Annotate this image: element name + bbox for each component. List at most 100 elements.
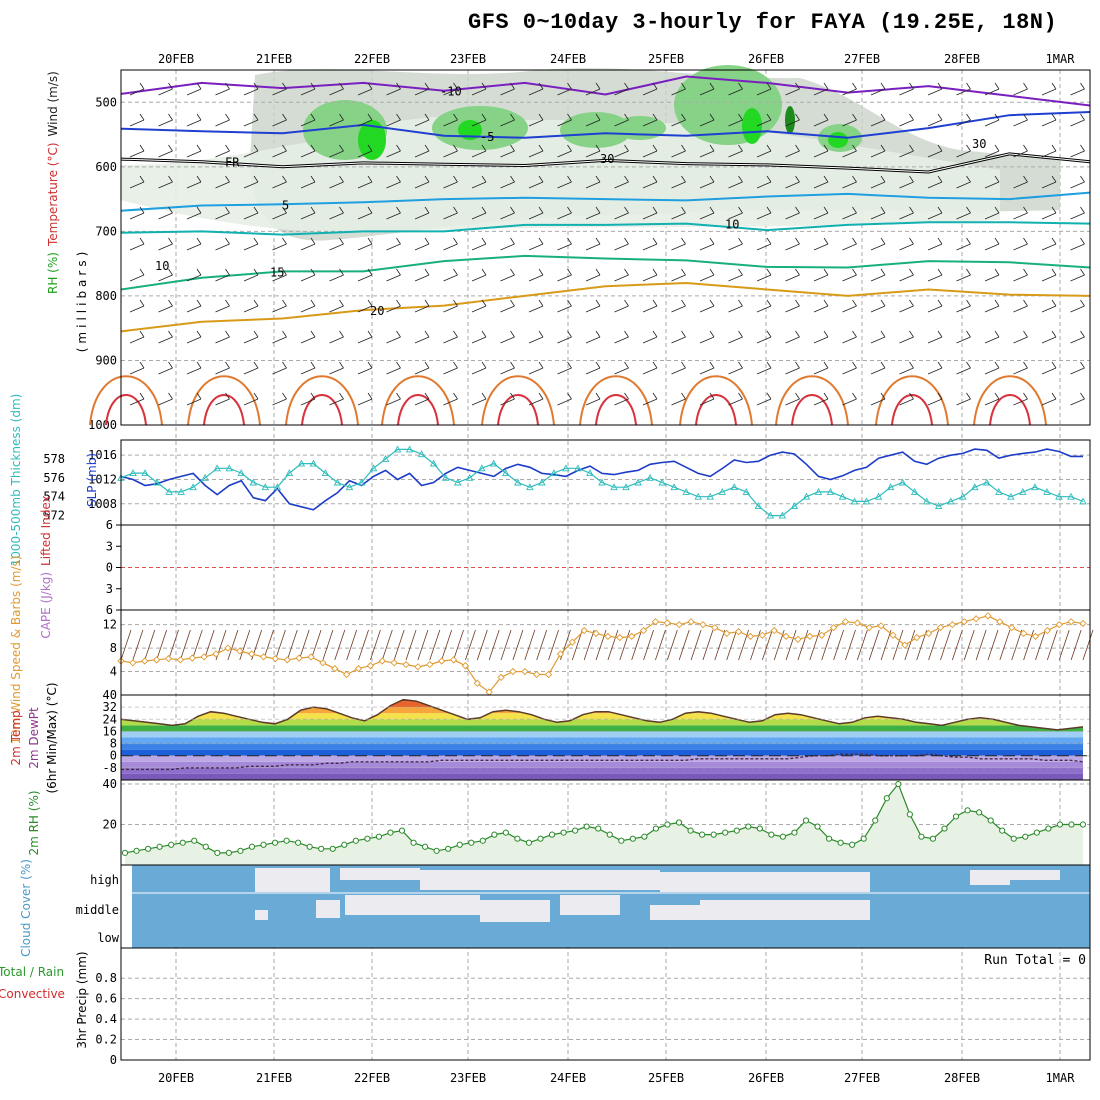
wind-barb [994,144,1000,152]
rh-marker [745,823,752,830]
wind-barb [870,88,886,96]
temp-color-band [121,713,1083,720]
wind-barb [984,367,1000,375]
wind-barb [329,398,344,406]
wind-barb [795,299,800,307]
thickness-marker [670,483,678,491]
wind-barb [766,144,772,152]
isotherm-line [120,153,1091,173]
cloud-clear-sky [700,900,870,920]
wind-barb [481,206,487,214]
wind-barb [1023,206,1028,214]
wind-barb [624,175,629,183]
wind-barb [813,336,829,344]
wind-barb [1051,144,1057,152]
wind-barb [1080,113,1085,121]
wind-barb [510,268,515,276]
wind-barb [614,243,629,251]
wind-barb [652,299,658,307]
rh-marker [375,833,383,840]
rh-tick: 40 [103,777,117,791]
wind-barb [956,181,971,189]
wind10m-barb [286,629,298,661]
wind-barb [225,113,230,121]
wind-barb [158,119,173,127]
wind-barb [243,274,259,282]
precip-convective-label: Convective [0,987,65,1001]
wind-barb [899,398,914,406]
wind-barb [168,175,173,183]
precip-ylabel: 3hr Precip (mm) [75,951,89,1048]
wind-barb [243,398,259,406]
wind-barb [585,88,601,96]
wind-barb [196,392,202,400]
wind10m-barb [999,629,1011,661]
wind-barb [215,88,230,96]
hot-contour [595,394,637,426]
wind-barb [139,144,145,152]
wind-barb [699,367,715,375]
rh-marker [445,845,452,852]
wind10m-marker [568,638,576,646]
wind10m-barb [1046,629,1058,661]
wind-barb [186,274,202,282]
wind-barb [339,113,344,121]
wind-barb [699,243,715,251]
wind-barb [642,181,658,189]
cloud-clear-sky [970,870,1010,885]
wind10m-barb [239,629,251,661]
wind10m-marker [1079,619,1087,628]
wind-barb [585,212,601,220]
isotherm-label: -5 [480,130,494,144]
wind10m-marker [699,621,707,629]
wind-barb [310,299,316,307]
wind-barb [937,299,943,307]
wind-barb [624,237,629,245]
thickness-tick: 572 [43,509,65,523]
thickness-marker [646,473,654,481]
rh-marker [1056,821,1064,828]
wind-barb [870,119,886,127]
wind-barb [823,392,829,400]
thickness-marker [321,469,330,477]
thickness-marker [562,464,570,472]
rh-marker [583,823,590,830]
wind-barb [1070,150,1085,158]
wind-barb [471,305,487,313]
wind-barb [785,88,800,96]
wind10m-marker [426,660,434,669]
thickness-marker [874,492,883,500]
wind-barb [367,113,373,121]
rh-marker [410,839,417,846]
date-label-top: 21FEB [256,52,292,66]
wind-barb [994,237,1000,245]
thickness-marker [538,478,546,486]
wind-barb [1051,392,1057,400]
wind-barb [481,175,487,183]
wind-barb [899,88,914,96]
wind10m-marker [533,670,541,679]
wind-barb [538,206,544,214]
wind-barb [1041,367,1057,375]
wind10m-barb [144,629,156,661]
wind10m-barb [346,629,358,661]
wind-barb [1080,330,1085,338]
hot-contour [791,394,833,426]
wind-barb [1070,398,1085,406]
wind-barb [614,336,629,344]
wind-barb [823,175,829,183]
rh-marker [387,829,394,836]
temp-color-band [121,699,1083,702]
wind-barb [728,367,743,375]
wind-barb [196,268,202,276]
wind-barb [453,144,458,152]
wind-barb [984,336,1000,344]
thickness-marker [850,497,859,505]
wind-barb [852,175,857,183]
wind-barb [671,181,686,189]
wind10m-marker [283,656,291,664]
wind-barb [357,88,373,96]
wind-barb [282,113,287,121]
wind-barb [243,305,259,313]
wind-barb [595,268,601,276]
